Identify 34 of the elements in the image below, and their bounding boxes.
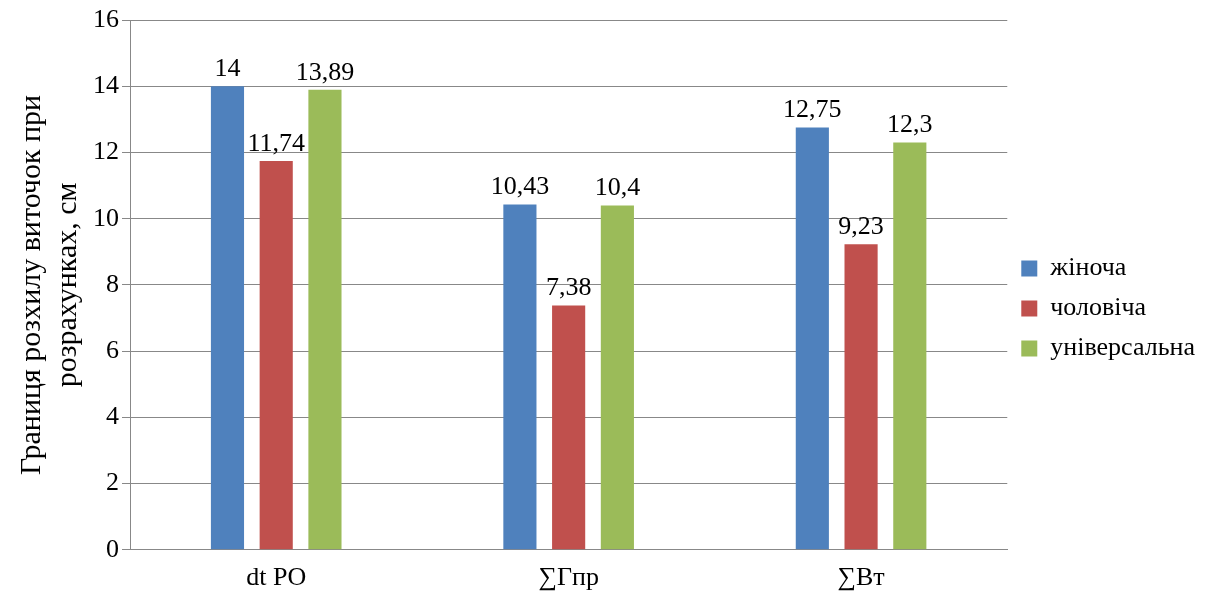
bar [552, 305, 586, 550]
data-label: 11,74 [247, 127, 305, 157]
data-label: 7,38 [545, 272, 592, 302]
y-tick-label: 2 [106, 467, 119, 497]
y-tick-label: 4 [106, 401, 119, 431]
bar [893, 142, 927, 550]
bar [503, 204, 537, 550]
y-tick-label: 6 [106, 334, 119, 364]
data-label: 10,43 [490, 171, 550, 201]
bar [308, 89, 342, 550]
data-label: 12,3 [887, 109, 933, 139]
bar [210, 86, 245, 550]
y-tick-label: 10 [93, 202, 119, 232]
data-label: 9,23 [838, 211, 884, 240]
y-tick-label: 8 [106, 268, 119, 298]
bar [259, 161, 293, 550]
x-tick-label: ∑Вт [837, 562, 885, 592]
y-tick-label: 12 [93, 136, 119, 166]
legend-label: жіноча [1049, 252, 1127, 282]
data-label: 14 [214, 53, 241, 83]
y-tick-label: 16 [93, 3, 119, 33]
x-tick-label: dt PO [246, 562, 307, 592]
data-label: 12,75 [783, 94, 842, 124]
y-tick-label: 0 [106, 533, 119, 563]
data-label: 13,89 [295, 56, 355, 86]
legend-label: універсальна [1050, 332, 1196, 362]
bar [795, 127, 829, 550]
y-axis-title: Границя розхилу виточок при розрахунках, см [12, 94, 82, 475]
bar [844, 244, 878, 550]
bar [600, 205, 634, 550]
legend-label: чоловіча [1050, 292, 1147, 322]
data-label: 10,4 [594, 172, 641, 202]
y-tick-label: 14 [93, 70, 119, 100]
x-tick-label: ∑Гпр [538, 562, 599, 592]
